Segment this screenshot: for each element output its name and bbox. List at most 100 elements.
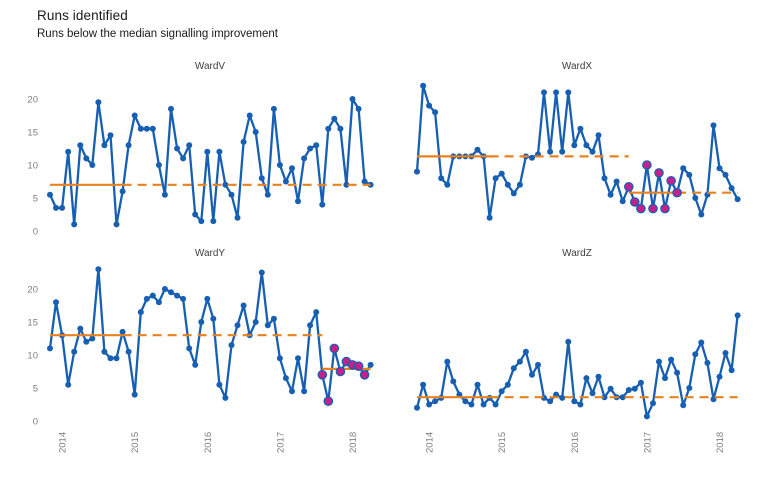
data-point bbox=[143, 125, 150, 132]
y-tick-label: 0 bbox=[33, 417, 38, 428]
data-point bbox=[107, 355, 114, 362]
run-highlight-point bbox=[642, 160, 652, 170]
data-point bbox=[240, 302, 247, 309]
data-point bbox=[155, 299, 162, 306]
data-point bbox=[65, 148, 72, 155]
data-point bbox=[282, 375, 289, 382]
run-chart-wardz bbox=[414, 312, 741, 420]
series-line bbox=[415, 84, 739, 219]
run-chart-wardx bbox=[414, 82, 741, 221]
data-point bbox=[686, 171, 693, 178]
y-tick-label: 5 bbox=[33, 194, 38, 205]
panel-wardx: WardX bbox=[414, 61, 741, 221]
data-point bbox=[728, 185, 735, 192]
data-point bbox=[258, 175, 265, 182]
data-point bbox=[734, 196, 741, 203]
data-point bbox=[155, 162, 162, 168]
y-tick-label: 15 bbox=[27, 128, 38, 139]
y-tick-label: 5 bbox=[33, 384, 38, 395]
y-tick-label: 20 bbox=[27, 285, 38, 296]
x-tick-label: 2017 bbox=[275, 432, 286, 453]
data-point bbox=[252, 129, 259, 135]
data-point bbox=[722, 171, 729, 178]
data-point bbox=[216, 148, 223, 155]
data-point bbox=[77, 325, 84, 332]
data-point bbox=[619, 198, 626, 205]
data-point bbox=[432, 109, 439, 116]
run-highlight-point bbox=[666, 176, 676, 186]
data-point bbox=[361, 178, 368, 185]
run-highlight-point bbox=[636, 203, 646, 214]
data-point bbox=[367, 361, 374, 368]
data-point bbox=[252, 319, 259, 325]
data-point bbox=[204, 295, 211, 302]
run-highlight-point bbox=[335, 366, 346, 377]
data-point bbox=[492, 175, 499, 182]
data-point bbox=[186, 345, 193, 352]
data-point bbox=[498, 170, 505, 177]
run-highlight-point bbox=[353, 361, 364, 371]
data-point bbox=[71, 348, 78, 355]
data-point bbox=[631, 385, 638, 392]
x-tick-label: 2015 bbox=[130, 432, 141, 453]
data-point bbox=[607, 191, 614, 198]
run-highlight-point bbox=[672, 187, 682, 198]
panel-title-wardy: WardY bbox=[195, 248, 226, 259]
data-point bbox=[143, 295, 150, 302]
data-point bbox=[637, 379, 644, 386]
panel-wardy: WardY bbox=[47, 248, 374, 406]
data-point bbox=[692, 351, 699, 358]
run-highlight-point bbox=[660, 203, 670, 214]
data-point bbox=[59, 204, 66, 211]
data-point bbox=[662, 375, 668, 382]
data-point bbox=[510, 365, 517, 372]
data-point bbox=[137, 309, 144, 316]
data-point bbox=[571, 142, 578, 149]
data-point bbox=[444, 181, 451, 188]
x-axis-labels: 2014 2015 2016 2017 2018 2014 2015 2016 2017 2018 bbox=[58, 432, 726, 453]
data-point bbox=[656, 358, 662, 365]
data-point bbox=[547, 148, 554, 155]
y-tick-label: 15 bbox=[27, 318, 38, 329]
data-point bbox=[486, 214, 493, 221]
data-point bbox=[101, 348, 108, 355]
data-point bbox=[414, 404, 420, 411]
page-title: Runs identified bbox=[37, 8, 128, 23]
data-point bbox=[516, 181, 523, 188]
data-point bbox=[559, 394, 566, 401]
data-point bbox=[168, 289, 174, 296]
data-point bbox=[307, 145, 314, 152]
data-point bbox=[282, 178, 289, 185]
data-point bbox=[613, 178, 620, 185]
y-axis-labels: 0 5 10 15 20 0 5 10 15 20 bbox=[27, 95, 38, 428]
data-point bbox=[228, 191, 235, 198]
data-point bbox=[438, 175, 445, 182]
x-tick-label: 2016 bbox=[203, 432, 214, 453]
data-point bbox=[174, 292, 181, 299]
x-tick-label: 2017 bbox=[642, 432, 653, 453]
data-point bbox=[692, 195, 699, 201]
run-highlight-point bbox=[648, 203, 658, 214]
data-point bbox=[119, 328, 126, 335]
data-point bbox=[589, 390, 596, 397]
data-point bbox=[710, 122, 717, 129]
x-tick-label: 2014 bbox=[425, 432, 436, 453]
run-highlight-point bbox=[623, 182, 634, 192]
data-point bbox=[258, 269, 265, 276]
data-point bbox=[516, 358, 523, 365]
run-chart-wardy bbox=[47, 266, 374, 406]
data-point bbox=[270, 315, 277, 322]
data-point bbox=[349, 96, 356, 102]
data-point bbox=[650, 400, 656, 407]
data-point bbox=[414, 168, 420, 175]
data-point bbox=[228, 342, 235, 349]
data-point bbox=[474, 146, 481, 153]
data-point bbox=[307, 322, 314, 329]
panel-wardz: WardZ bbox=[414, 248, 741, 420]
data-point bbox=[498, 388, 505, 395]
data-point bbox=[198, 218, 205, 225]
data-point bbox=[565, 338, 572, 345]
data-point bbox=[432, 398, 439, 405]
data-point bbox=[180, 155, 187, 162]
